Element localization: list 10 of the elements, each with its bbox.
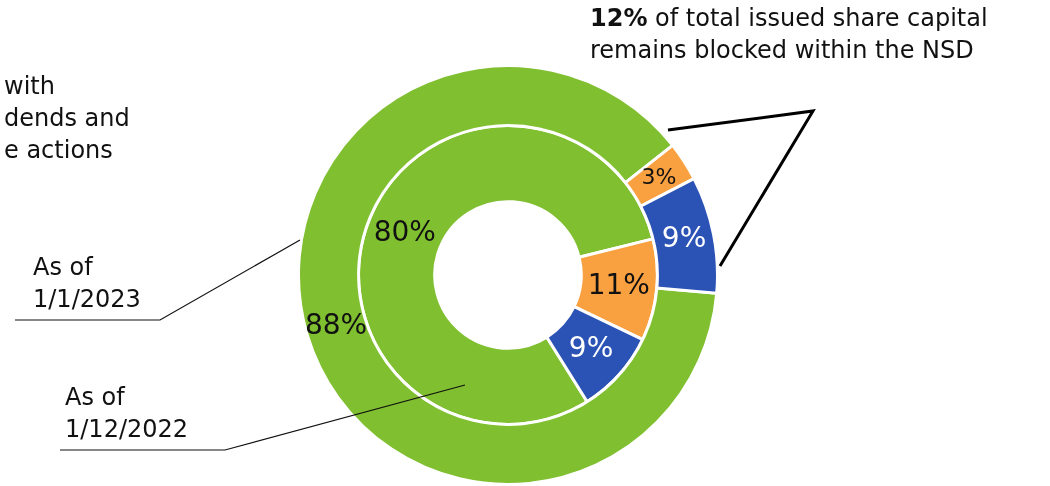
slice-label: As of 1/12/2022 bbox=[65, 383, 189, 443]
data-label: 9% bbox=[661, 221, 707, 255]
data-label: 80% bbox=[373, 214, 436, 248]
data-label: 11% bbox=[587, 267, 650, 301]
data-label: 3% bbox=[641, 163, 677, 189]
slice-label: As of 1/1/2023 bbox=[33, 253, 141, 313]
text: 12% of total issued share capital remains blocked within the NSD bbox=[590, 3, 989, 66]
text: with dends and e actions bbox=[4, 71, 130, 166]
data-label: 88% bbox=[304, 307, 368, 341]
data-label: 9% bbox=[568, 330, 614, 364]
